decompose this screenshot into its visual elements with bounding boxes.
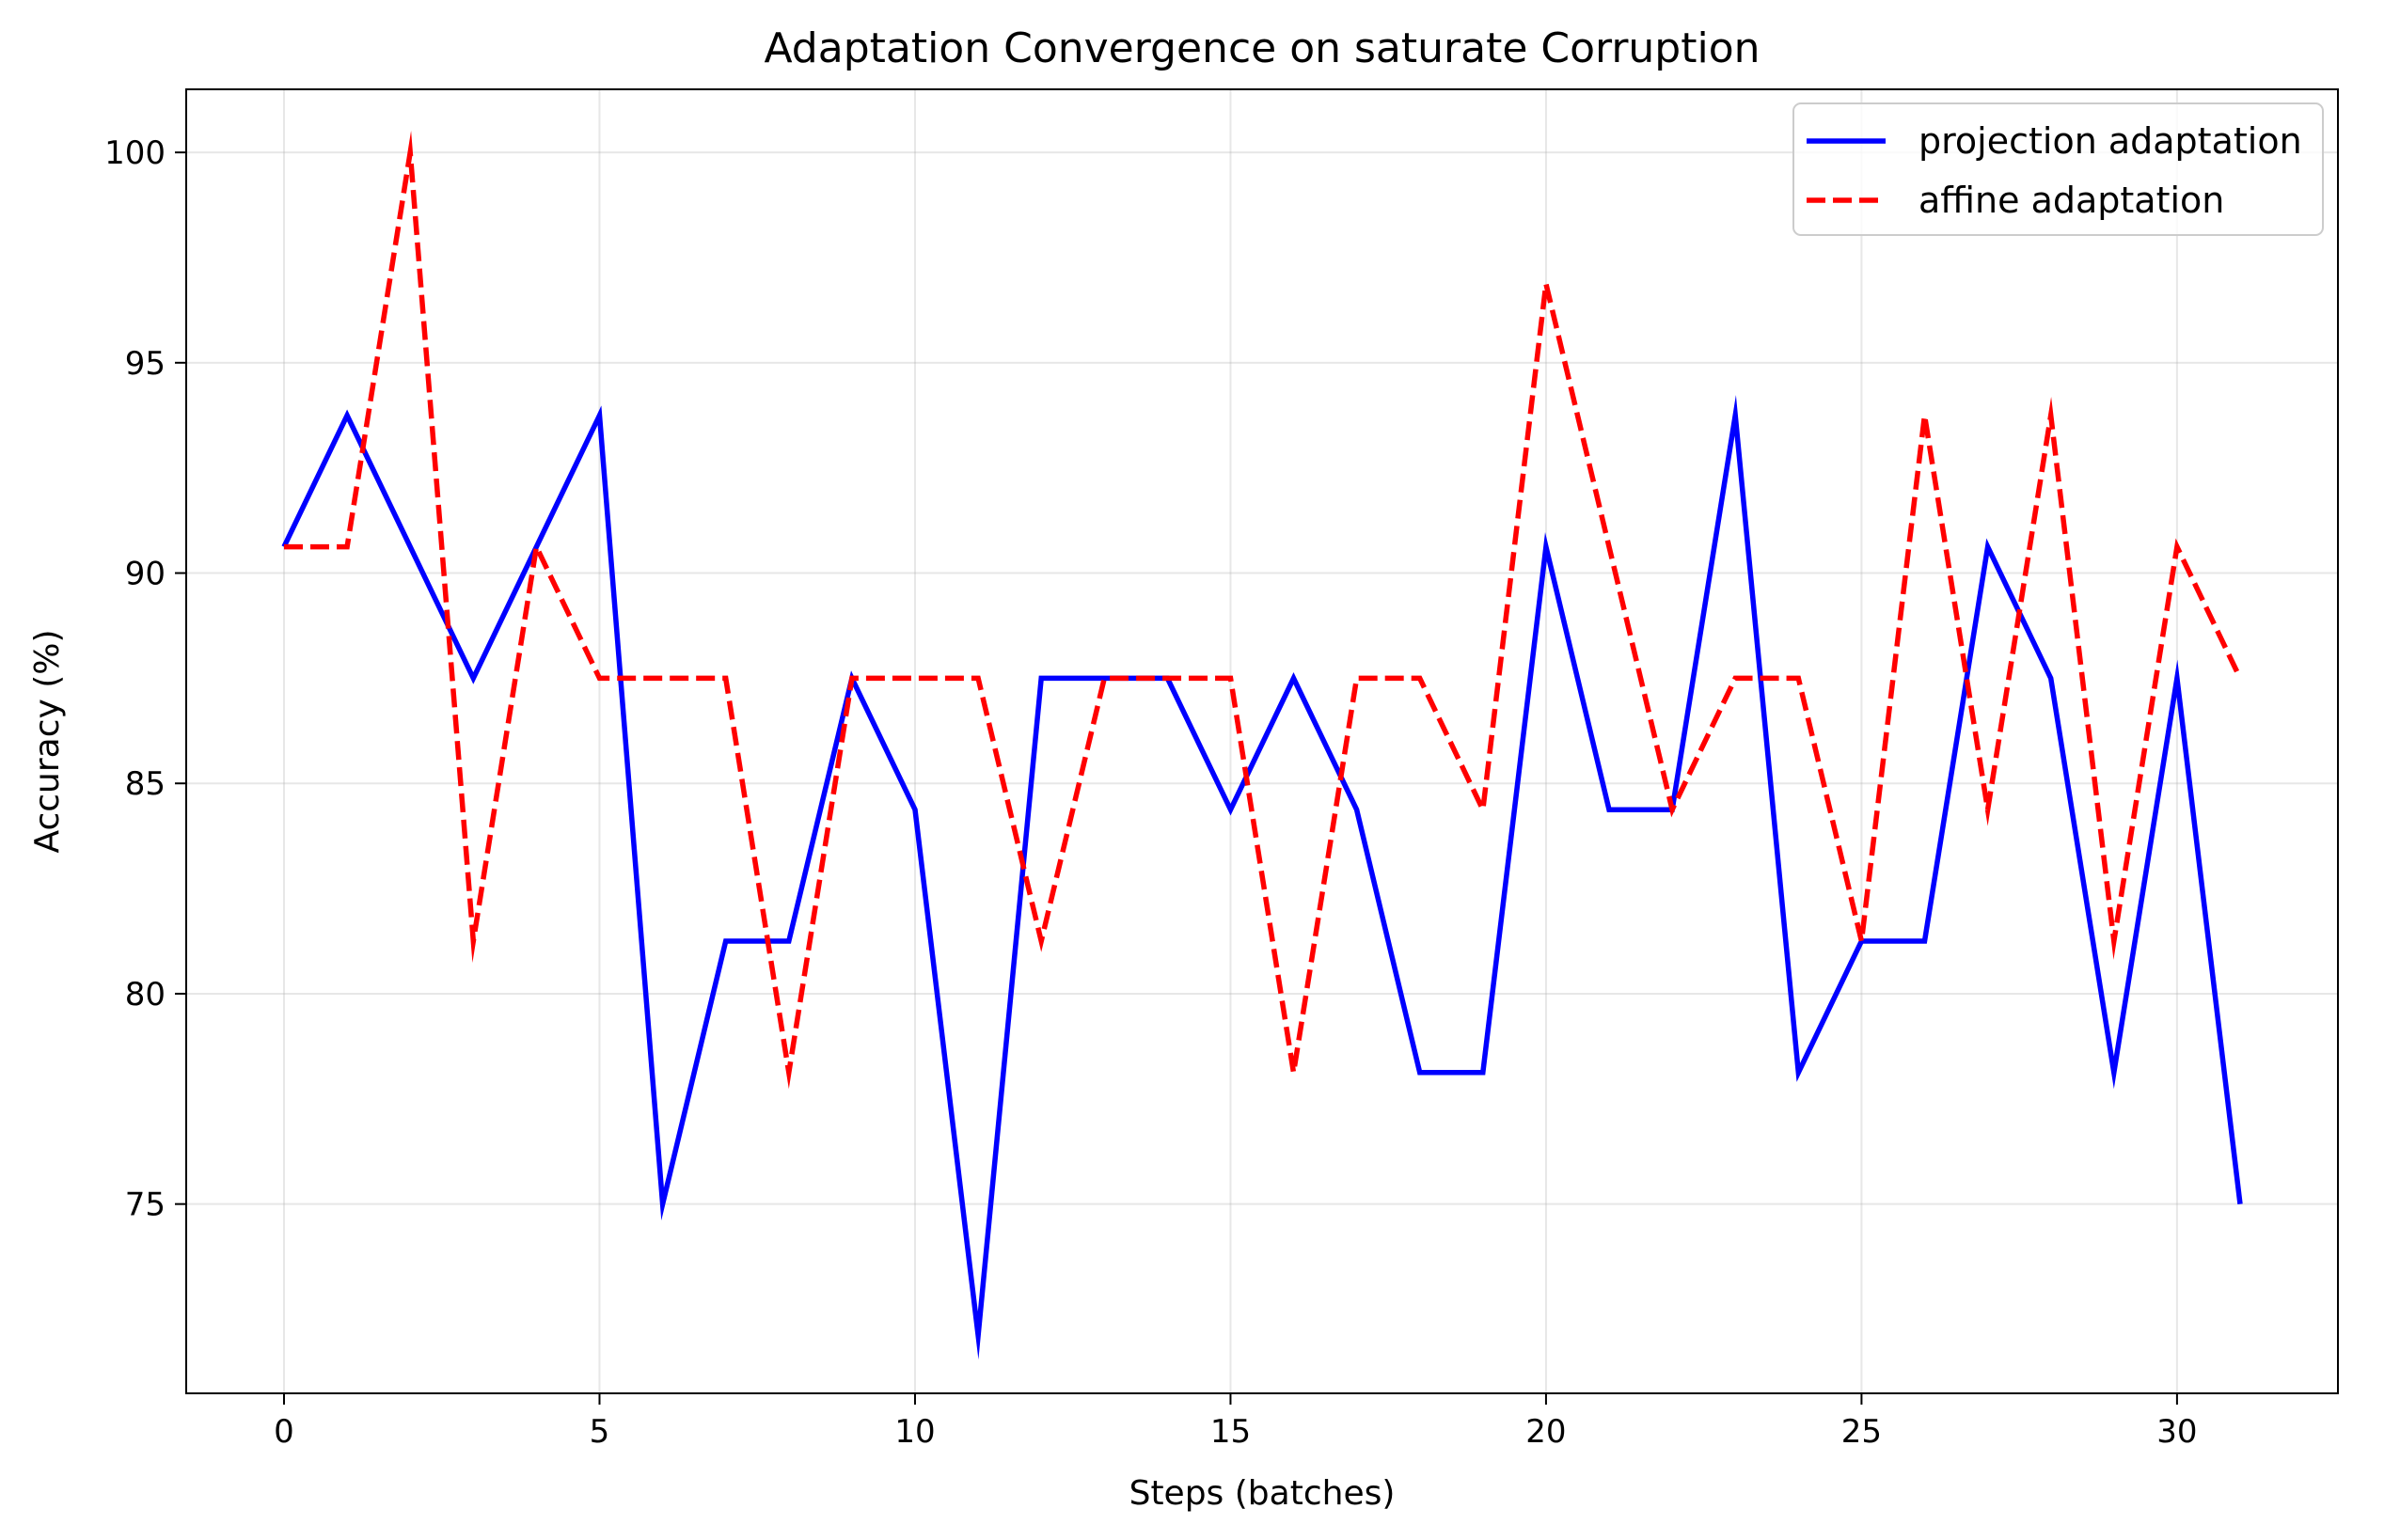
affine-adaptation-line: [284, 130, 2243, 1090]
x-tick-label: 10: [894, 1413, 935, 1451]
x-tick-label: 30: [2156, 1413, 2197, 1451]
chart-title: Adaptation Convergence on saturate Corru…: [764, 24, 1760, 72]
y-tick-label: 90: [125, 556, 166, 593]
x-tick-label: 5: [590, 1413, 610, 1451]
x-tick-label: 15: [1210, 1413, 1251, 1451]
y-tick-label: 80: [125, 976, 166, 1014]
x-axis-label: Steps (batches): [1129, 1474, 1396, 1513]
axis-ticks: 0 5 10 15 20 25 30 75 80 85 90 95 100: [104, 134, 2197, 1451]
y-tick-label: 95: [125, 345, 166, 383]
plot-area-frame: [185, 88, 2339, 1394]
y-tick-label: 100: [104, 134, 166, 172]
legend: projection adaptation affine adaptation: [1792, 102, 2324, 236]
y-tick-label: 75: [125, 1186, 166, 1224]
plot-lines: [281, 130, 2243, 1360]
projection-adaptation-line: [281, 395, 2243, 1360]
x-tick-label: 20: [1525, 1413, 1566, 1451]
y-tick-label: 85: [125, 765, 166, 803]
legend-label: affine adaptation: [1918, 180, 2224, 221]
y-axis-label: Accuracy (%): [28, 629, 67, 853]
legend-box: [1792, 102, 2324, 236]
legend-label: projection adaptation: [1918, 120, 2302, 162]
x-tick-label: 25: [1841, 1413, 1882, 1451]
grid-lines: [186, 89, 2338, 1393]
x-tick-label: 0: [274, 1413, 294, 1451]
